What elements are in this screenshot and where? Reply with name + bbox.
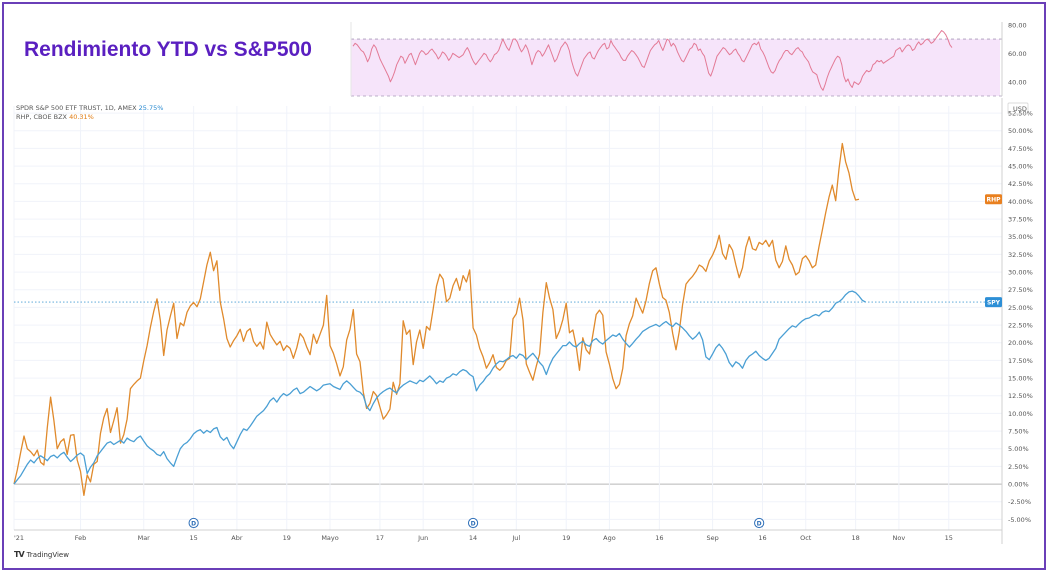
y-tick-label: 45.00% bbox=[1008, 163, 1033, 171]
y-tick-label: 42.50% bbox=[1008, 180, 1033, 188]
x-tick-label: 17 bbox=[376, 534, 384, 542]
series-legend: SPDR S&P 500 ETF TRUST, 1D, AMEX 25.75% … bbox=[16, 104, 163, 122]
y-tick-label: 22.50% bbox=[1008, 322, 1033, 330]
dividend-marker-icon bbox=[467, 517, 479, 529]
dividend-marker-label: D bbox=[471, 521, 476, 528]
x-tick-label: Abr bbox=[231, 534, 243, 542]
chart-title: Rendimiento YTD vs S&P500 bbox=[24, 38, 312, 61]
tradingview-brand: TV TradingView bbox=[14, 550, 69, 559]
x-tick-label: Jul bbox=[511, 534, 520, 542]
y-tick-label: 17.50% bbox=[1008, 357, 1033, 365]
currency-box bbox=[1007, 102, 1029, 115]
x-tick-label: Mayo bbox=[321, 534, 338, 542]
y-tick-label: 15.00% bbox=[1008, 375, 1033, 383]
y-tick-label: 52.50% bbox=[1008, 110, 1033, 118]
legend-row-spy: SPDR S&P 500 ETF TRUST, 1D, AMEX 25.75% bbox=[16, 104, 163, 113]
x-tick-label: 16 bbox=[758, 534, 766, 542]
dividend-marker-icon bbox=[754, 517, 765, 529]
x-tick-label: Mar bbox=[138, 534, 151, 542]
y-tick-label: 10.00% bbox=[1008, 410, 1033, 418]
dividend-marker-label: D bbox=[191, 521, 196, 528]
x-tick-label: Jun bbox=[417, 534, 428, 542]
x-tick-label: Oct bbox=[800, 534, 812, 542]
legend-rhp-label: RHP, CBOE BZX bbox=[16, 113, 67, 121]
legend-rhp-value: 40.31% bbox=[69, 113, 94, 121]
dividend-marker-icon bbox=[188, 517, 199, 529]
dividend-marker-label: D bbox=[757, 521, 762, 528]
x-tick-label: Feb bbox=[75, 534, 87, 542]
x-tick-label: 14 bbox=[469, 534, 477, 542]
y-tick-label: 32.50% bbox=[1008, 251, 1033, 259]
y-tick-label: 40.00% bbox=[1008, 198, 1033, 206]
legend-row-rhp: RHP, CBOE BZX 40.31% bbox=[16, 113, 163, 122]
y-tick-label: 12.50% bbox=[1008, 392, 1033, 400]
x-tick-label: 19 bbox=[283, 534, 291, 542]
last-value-tag-label: SPY bbox=[987, 300, 1001, 307]
y-tick-label: 37.50% bbox=[1008, 216, 1033, 224]
x-tick-label: 16 bbox=[655, 534, 663, 542]
x-tick-label: '21 bbox=[14, 534, 24, 542]
brand-label: TradingView bbox=[26, 550, 69, 559]
x-tick-label: 15 bbox=[945, 534, 953, 542]
legend-spy-value: 25.75% bbox=[138, 104, 164, 112]
y-tick-label: 47.50% bbox=[1008, 145, 1033, 153]
y-tick-label: 25.00% bbox=[1008, 304, 1033, 312]
y-tick-label: 27.50% bbox=[1008, 286, 1033, 294]
x-tick-label: 19 bbox=[562, 534, 570, 542]
y-tick-label: 2.50% bbox=[1008, 463, 1029, 471]
y-tick-label: 35.00% bbox=[1008, 233, 1033, 241]
y-tick-label: 50.00% bbox=[1008, 127, 1033, 135]
x-tick-label: Ago bbox=[603, 534, 616, 542]
y-tick-label: 7.50% bbox=[1008, 428, 1029, 436]
last-value-tag-label: RHP bbox=[986, 197, 1001, 204]
currency-label: USD bbox=[1013, 105, 1027, 113]
last-value-tag-spy bbox=[985, 297, 1002, 308]
y-tick-label: 30.00% bbox=[1008, 269, 1033, 277]
x-tick-label: Sep bbox=[706, 534, 718, 542]
tradingview-logo-icon: TV bbox=[14, 550, 25, 559]
x-tick-label: 18 bbox=[851, 534, 859, 542]
x-tick-label: 15 bbox=[189, 534, 197, 542]
last-value-tag-rhp bbox=[985, 194, 1002, 205]
series-line-spy bbox=[13, 290, 866, 485]
y-tick-label: -2.50% bbox=[1008, 498, 1031, 506]
y-tick-label: 0.00% bbox=[1008, 481, 1029, 489]
y-tick-label: -5.00% bbox=[1008, 516, 1031, 524]
series-line-rhp bbox=[13, 142, 860, 497]
x-tick-label: Nov bbox=[893, 534, 906, 542]
y-tick-label: 20.00% bbox=[1008, 339, 1033, 347]
plot-area bbox=[14, 106, 1002, 530]
y-tick-label: 5.00% bbox=[1008, 445, 1029, 453]
legend-spy-label: SPDR S&P 500 ETF TRUST, 1D, AMEX bbox=[16, 104, 137, 112]
